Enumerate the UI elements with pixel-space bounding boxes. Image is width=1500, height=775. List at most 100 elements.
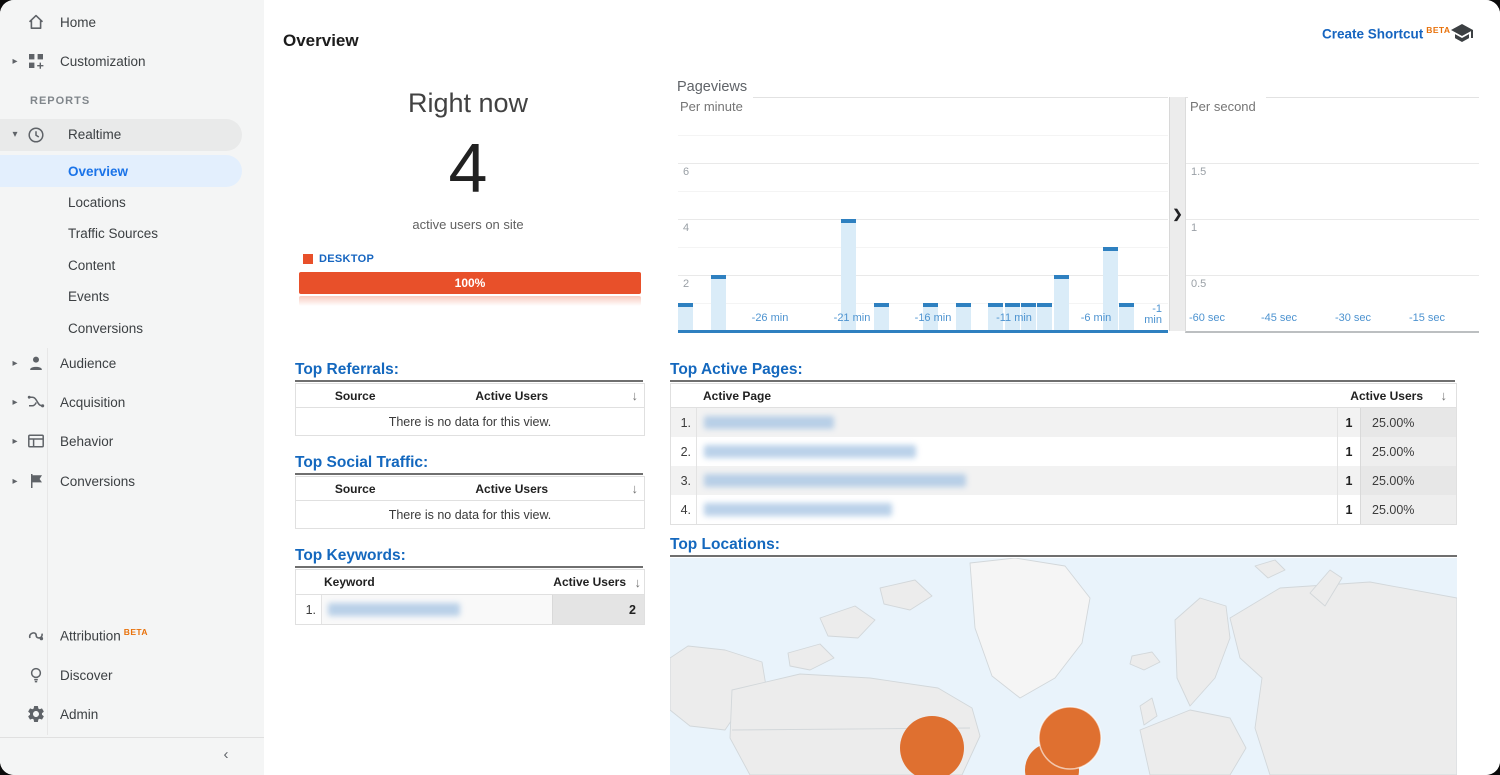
- attribution-icon: [26, 625, 46, 645]
- column-header[interactable]: Active Users: [553, 575, 626, 589]
- redacted-page: [704, 445, 916, 458]
- bar-value: 100%: [454, 276, 486, 290]
- create-shortcut-link[interactable]: Create Shortcut BETA: [1322, 25, 1451, 42]
- x-axis-label: -60 sec: [1188, 312, 1226, 324]
- sidebar-item-audience[interactable]: ▸ Audience: [0, 347, 242, 379]
- gear-icon: [26, 704, 46, 724]
- sidebar-item-conversions[interactable]: ▸ Conversions: [0, 465, 242, 497]
- column-header[interactable]: Active Users: [475, 481, 549, 496]
- home-icon: [26, 12, 46, 32]
- per-minute-chart: Per minute 2 4 6 -26 min -21 min -16 min -11 …: [678, 96, 1168, 333]
- sidebar-item-label: Behavior: [60, 433, 114, 449]
- x-axis-label: -16 min: [914, 312, 952, 324]
- row-rank: 4.: [671, 495, 697, 524]
- top-keywords-table: Keyword Active Users ↓ 1. 2: [295, 569, 645, 625]
- pageviews-bar: [710, 275, 726, 331]
- chart-pane-divider[interactable]: ❯: [1169, 97, 1186, 331]
- sidebar-item-label: Conversions: [60, 473, 136, 489]
- column-header[interactable]: Keyword: [324, 575, 375, 589]
- pageviews-bar: [1004, 303, 1020, 331]
- sort-desc-icon[interactable]: ↓: [634, 574, 642, 590]
- column-header[interactable]: Source: [334, 481, 376, 496]
- chart-baseline: [678, 330, 1168, 333]
- graduation-cap-icon[interactable]: [1450, 21, 1474, 45]
- caret-right-icon[interactable]: ▸: [12, 396, 18, 408]
- active-page-cell: [697, 408, 1337, 437]
- caret-right-icon[interactable]: ▸: [12, 357, 18, 369]
- column-header[interactable]: Active Page: [703, 388, 772, 403]
- keyword-cell: [322, 595, 552, 624]
- right-now-module: Right now 4 active users on site: [295, 88, 641, 232]
- table-row: 1. 1 25.00%: [671, 408, 1456, 437]
- column-header[interactable]: Source: [334, 388, 376, 403]
- redacted-keyword: [328, 603, 460, 616]
- column-header[interactable]: Active Users: [475, 388, 549, 403]
- right-now-title: Right now: [407, 88, 529, 118]
- y-axis-label: 1: [1191, 222, 1198, 234]
- caret-right-icon[interactable]: ▸: [12, 475, 18, 487]
- caret-down-icon[interactable]: ▾: [12, 129, 18, 140]
- sort-desc-icon[interactable]: ↓: [631, 388, 639, 403]
- legend-swatch: [303, 254, 313, 264]
- top-active-pages-title: Top Active Pages:: [670, 361, 803, 378]
- sidebar-item-label: Admin: [60, 706, 99, 722]
- pageviews-bar: [988, 303, 1004, 331]
- bar-reflection: [299, 296, 641, 306]
- main-content: Overview Create Shortcut BETA Right now 4…: [264, 0, 1500, 775]
- y-axis-label: 2: [683, 278, 690, 290]
- pageviews-bar: [678, 303, 694, 331]
- row-rank: 1.: [671, 408, 697, 437]
- sidebar-item-events[interactable]: Events: [0, 280, 242, 312]
- desktop-legend: DESKTOP: [303, 253, 374, 265]
- person-icon: [26, 353, 46, 373]
- sidebar-item-overview[interactable]: Overview: [0, 155, 242, 187]
- sidebar-item-label: Acquisition: [60, 394, 126, 410]
- sidebar-item-realtime[interactable]: ▾ Realtime: [0, 119, 242, 151]
- sidebar-item-attribution[interactable]: Attribution BETA: [0, 619, 242, 651]
- sidebar-item-acquisition[interactable]: ▸ Acquisition: [0, 386, 242, 418]
- empty-message: There is no data for this view.: [388, 507, 552, 522]
- sidebar-item-traffic-sources[interactable]: Traffic Sources: [0, 217, 242, 249]
- sort-desc-icon[interactable]: ↓: [631, 481, 639, 496]
- table-row: 4. 1 25.00%: [671, 495, 1456, 524]
- top-referrals-title: Top Referrals:: [295, 361, 399, 378]
- top-referrals-table: Source Active Users ↓ There is no data f…: [295, 383, 645, 436]
- sidebar-item-locations[interactable]: Locations: [0, 186, 242, 218]
- sidebar-item-content[interactable]: Content: [0, 249, 242, 281]
- top-active-pages-table: Active Page Active Users ↓ 1. 1 25.00% 2…: [670, 383, 1457, 525]
- active-users-subtitle: active users on site: [412, 217, 524, 232]
- row-rank: 2.: [671, 437, 697, 466]
- collapse-sidebar-icon[interactable]: ‹: [223, 745, 229, 763]
- empty-message: There is no data for this view.: [388, 414, 552, 429]
- sidebar-item-discover[interactable]: Discover: [0, 659, 242, 691]
- column-header[interactable]: Active Users: [1350, 388, 1423, 403]
- redacted-page: [704, 503, 892, 516]
- sidebar-item-home[interactable]: Home: [0, 6, 242, 38]
- clock-icon: [26, 125, 46, 145]
- pageviews-bar: [1119, 303, 1135, 331]
- active-page-cell: [697, 437, 1337, 466]
- top-locations-title: Top Locations:: [670, 536, 780, 553]
- sidebar-item-admin[interactable]: Admin: [0, 698, 242, 730]
- active-users-value: 1: [1337, 495, 1360, 524]
- redacted-page: [704, 474, 966, 487]
- sidebar-item-conversions-realtime[interactable]: Conversions: [0, 312, 242, 344]
- location-marker: [1038, 706, 1102, 770]
- sort-desc-icon[interactable]: ↓: [1440, 388, 1448, 403]
- desktop-percent-bar: 100%: [299, 272, 641, 294]
- sidebar-item-customization[interactable]: ▸ Customization: [0, 45, 242, 77]
- sidebar-item-label: Content: [68, 257, 116, 273]
- sidebar-item-label: Realtime: [68, 127, 122, 142]
- chevron-right-icon[interactable]: ❯: [1172, 207, 1183, 221]
- lightbulb-icon: [26, 665, 46, 685]
- caret-right-icon[interactable]: ▸: [12, 55, 18, 67]
- top-social-table: Source Active Users ↓ There is no data f…: [295, 476, 645, 529]
- x-axis-label: -11 min: [996, 312, 1032, 324]
- sidebar-divider: [47, 348, 48, 735]
- x-axis-label: -30 sec: [1334, 312, 1372, 324]
- caret-right-icon[interactable]: ▸: [12, 435, 18, 447]
- pageviews-bar: [841, 219, 857, 331]
- sidebar-item-behavior[interactable]: ▸ Behavior: [0, 425, 242, 457]
- pageviews-bar: [1037, 303, 1053, 331]
